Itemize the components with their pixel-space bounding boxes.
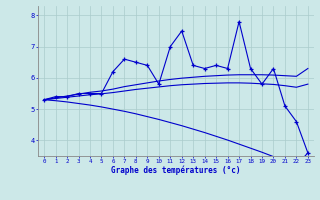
X-axis label: Graphe des températures (°c): Graphe des températures (°c) [111,166,241,175]
